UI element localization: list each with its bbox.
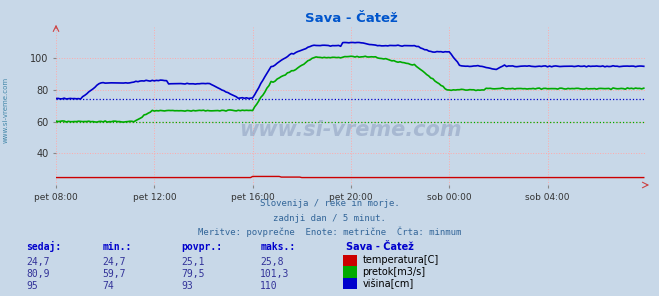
Text: temperatura[C]: temperatura[C] (362, 255, 439, 265)
Text: Sava - Čatež: Sava - Čatež (346, 242, 414, 252)
Text: 74: 74 (102, 281, 114, 291)
Text: višina[cm]: višina[cm] (362, 278, 414, 289)
Text: 24,7: 24,7 (102, 257, 126, 267)
Title: Sava - Čatež: Sava - Čatež (304, 12, 397, 25)
Text: www.si-vreme.com: www.si-vreme.com (240, 120, 462, 140)
Text: 110: 110 (260, 281, 278, 291)
Text: 25,8: 25,8 (260, 257, 284, 267)
Text: pretok[m3/s]: pretok[m3/s] (362, 267, 426, 277)
Text: maks.:: maks.: (260, 242, 295, 252)
Text: 24,7: 24,7 (26, 257, 50, 267)
Text: 59,7: 59,7 (102, 269, 126, 279)
Text: 95: 95 (26, 281, 38, 291)
Text: min.:: min.: (102, 242, 132, 252)
Text: Slovenija / reke in morje.: Slovenija / reke in morje. (260, 199, 399, 208)
Text: 93: 93 (181, 281, 193, 291)
Text: 25,1: 25,1 (181, 257, 205, 267)
Text: Meritve: povprečne  Enote: metrične  Črta: minmum: Meritve: povprečne Enote: metrične Črta:… (198, 227, 461, 237)
Text: zadnji dan / 5 minut.: zadnji dan / 5 minut. (273, 213, 386, 223)
Text: povpr.:: povpr.: (181, 242, 222, 252)
Text: 101,3: 101,3 (260, 269, 290, 279)
Text: sedaj:: sedaj: (26, 241, 61, 252)
Text: 79,5: 79,5 (181, 269, 205, 279)
Text: 80,9: 80,9 (26, 269, 50, 279)
Text: www.si-vreme.com: www.si-vreme.com (2, 76, 9, 143)
